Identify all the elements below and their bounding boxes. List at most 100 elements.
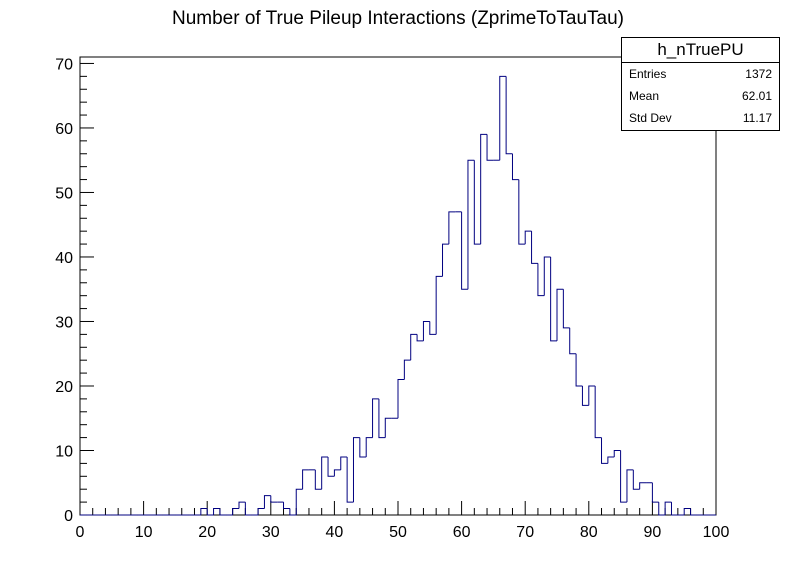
stats-histogram-name: h_nTruePU [622, 38, 779, 63]
histogram-bin [505, 76, 513, 155]
stats-row-std: Std Dev 11.17 [622, 107, 779, 129]
histogram-bin [690, 508, 697, 516]
histogram-bin [289, 508, 297, 516]
histogram-bin [594, 385, 602, 439]
histogram-bin [372, 398, 379, 438]
histogram-bin [346, 456, 354, 503]
histogram-bin [473, 160, 481, 245]
histogram-bin [664, 501, 672, 515]
histogram-bin [333, 469, 341, 477]
x-tick-label: 10 [135, 524, 153, 541]
histogram-bin [270, 495, 278, 503]
histogram-bin [359, 437, 367, 458]
x-tick-label: 60 [453, 524, 471, 541]
histogram-bin [321, 456, 329, 490]
histogram-bin [384, 417, 392, 438]
y-tick-label: 70 [55, 56, 73, 73]
histogram-bin [219, 508, 227, 516]
histogram-bin [435, 275, 443, 335]
y-tick-label: 50 [55, 185, 73, 202]
histogram-bin [429, 321, 437, 335]
histogram-bin [518, 179, 526, 245]
histogram-bin [511, 153, 519, 181]
y-tick-label: 40 [55, 250, 73, 267]
histogram-bin [263, 495, 271, 509]
histogram-bin [397, 379, 405, 419]
histogram-bin [206, 508, 214, 516]
histogram-bin [569, 327, 577, 355]
histogram-bin [403, 359, 411, 380]
stats-mean-value: 62.01 [741, 89, 772, 103]
histogram-bin [257, 508, 265, 515]
histogram-bin [244, 502, 252, 516]
y-tick-label: 60 [55, 121, 73, 138]
histogram-bin [410, 333, 418, 361]
stats-mean-label: Mean [629, 89, 660, 103]
stats-box: h_nTruePU Entries 1372 Mean 62.01 Std De… [621, 37, 780, 131]
stats-row-mean: Mean 62.01 [622, 85, 779, 107]
histogram-bin [537, 263, 545, 297]
histogram-bin [213, 508, 220, 515]
histogram-bin [295, 488, 303, 515]
histogram-bin [480, 133, 488, 245]
x-tick-label: 40 [326, 524, 344, 541]
histogram-bin [632, 469, 640, 490]
stats-entries-label: Entries [629, 67, 667, 81]
histogram-bin [581, 385, 589, 406]
histogram-bin [670, 502, 678, 516]
histogram-bin [314, 469, 322, 490]
histogram-bin [556, 288, 564, 341]
histogram-bin [238, 501, 246, 509]
x-tick-label: 20 [198, 524, 216, 541]
histogram-bin [467, 159, 475, 290]
histogram-bin [327, 456, 335, 477]
histogram-bin [448, 211, 456, 245]
histogram-bin [531, 231, 538, 264]
histogram-bin [486, 134, 494, 161]
chart-title: Number of True Pileup Interactions (Zpri… [172, 8, 624, 29]
histogram-bin [613, 449, 621, 457]
stats-std-value: 11.17 [742, 111, 772, 125]
y-tick-label: 10 [55, 443, 73, 460]
x-tick-label: 100 [703, 524, 730, 541]
histogram-bin [524, 230, 532, 245]
histogram-bin [620, 450, 627, 503]
x-tick-label: 90 [644, 524, 662, 541]
histogram-bin [550, 256, 557, 342]
x-tick-label: 0 [76, 524, 85, 541]
histogram-bin [232, 508, 239, 515]
histogram-bin [575, 353, 583, 387]
histogram-bin [442, 243, 449, 277]
histogram-bin [601, 437, 608, 464]
histogram-bin [683, 508, 691, 515]
stats-entries-value: 1372 [745, 67, 772, 81]
stats-std-label: Std Dev [629, 111, 672, 125]
histogram-bin [422, 320, 430, 341]
y-tick-label: 0 [64, 508, 73, 525]
histogram-bin [588, 385, 596, 406]
x-tick-label: 50 [389, 524, 407, 541]
histogram-bin [416, 334, 424, 342]
histogram-bin [639, 482, 647, 490]
histogram-bin [562, 289, 570, 329]
histogram-bin [302, 469, 309, 490]
histogram-bin [378, 398, 386, 439]
histogram-bin [365, 437, 373, 457]
x-tick-label: 80 [580, 524, 598, 541]
histogram-bin [607, 456, 615, 464]
histogram-bin [543, 256, 551, 296]
stats-row-entries: Entries 1372 [622, 63, 779, 85]
histogram-bin [499, 75, 507, 161]
x-tick-label: 70 [516, 524, 534, 541]
y-tick-label: 20 [55, 379, 73, 396]
histogram-bin [283, 502, 290, 510]
x-tick-label: 30 [262, 524, 280, 541]
histogram-bin [626, 469, 634, 503]
histogram-bin [461, 211, 468, 290]
histogram-bin [658, 502, 666, 516]
histogram-bin [352, 437, 360, 503]
y-tick-label: 30 [55, 314, 73, 331]
histogram-bin [651, 482, 659, 503]
histogram-bin [340, 456, 348, 470]
